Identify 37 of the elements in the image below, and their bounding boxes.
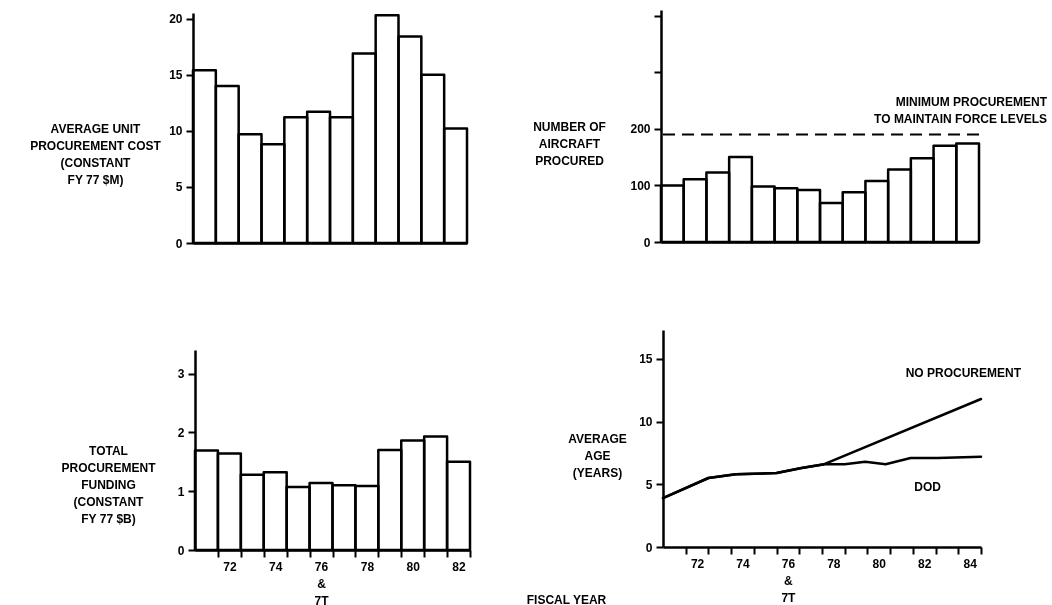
y-axis-title: AVERAGE UNIT PROCUREMENT COST (CONSTANT FY 77 $M) [30,121,162,187]
x-tick-label: 76 & 7T [781,556,797,605]
y-axis-title: NUMBER OF AIRCRAFT PROCURED [533,119,606,168]
y-tick-label: 5 [175,180,183,195]
x-tick-label: 72 [690,556,705,571]
x-tick-label: 78 [360,559,375,574]
y-tick-label: 0 [177,543,185,558]
x-tick-label: 84 [963,556,978,571]
y-tick-label: 10 [169,124,183,139]
y-tick-label: 0 [643,235,651,250]
y-axis-title: AVERAGE AGE (YEARS) [568,432,627,480]
x-tick-label: 72 [223,559,237,574]
x-tick-label: 82 [918,556,932,571]
x-tick-label: 76 & 7T [314,559,330,605]
x-tick-label: 74 [269,559,283,574]
y-tick-label: 20 [169,12,183,27]
y-tick-label: 15 [169,68,183,83]
y-tick-label: 100 [630,178,651,193]
x-axis-title: FISCAL YEAR [526,592,607,605]
y-tick-label: 200 [630,122,651,137]
y-tick-label: 2 [177,425,185,440]
y-tick-label: 1 [177,484,185,499]
y-tick-label: 5 [645,477,653,492]
text: NO PROCUREMENT [905,365,1022,380]
series-label: DOD [914,479,942,494]
y-tick-label: 10 [639,415,653,430]
y-tick-label: 3 [177,367,185,382]
ref-line-label: MINIMUM PROCUREMENT TO MAINTAIN FORCE LEVELS [874,95,1048,127]
x-tick-label: 78 [827,556,841,571]
y-tick-label: 0 [645,540,653,555]
y-axis-title: TOTAL PROCUREMENT FUNDING (CONSTANT FY 77 $B) [61,443,157,526]
y-tick-label: 15 [639,352,653,367]
y-tick-label: 0 [175,236,183,251]
x-tick-label: 80 [872,556,887,571]
x-tick-label: 74 [736,556,750,571]
x-tick-label: 82 [452,559,467,574]
x-tick-label: 80 [406,559,421,574]
